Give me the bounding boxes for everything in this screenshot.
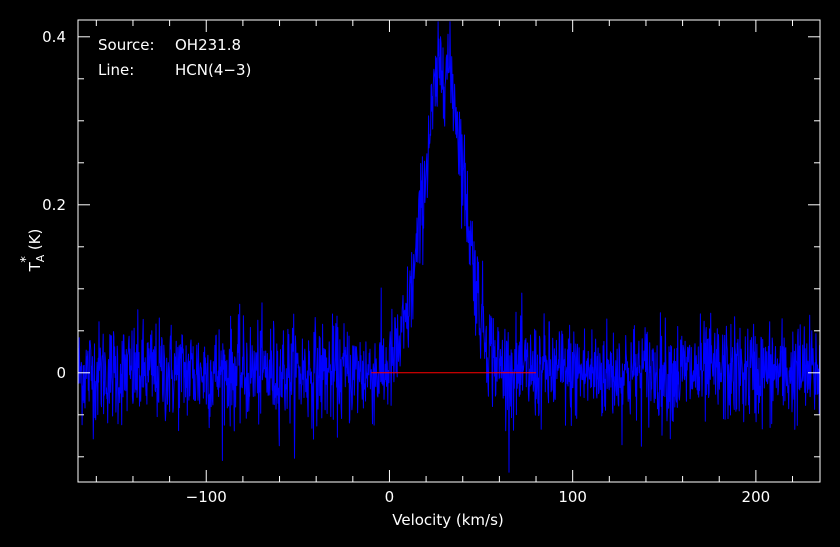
tick-marks — [78, 20, 820, 482]
source-value: OH231.8 — [175, 36, 241, 54]
source-label: Source: — [98, 36, 155, 54]
plot-frame — [77, 19, 821, 483]
x-axis-label: Velocity (km/s) — [392, 511, 503, 529]
y-axis-label-unit: (K) — [26, 229, 44, 251]
tick-labels: −100 0 100 200 0 0.2 0.4 — [42, 28, 770, 506]
y-tick-label: 0.2 — [42, 196, 66, 214]
line-label: Line: — [98, 61, 134, 79]
y-axis-label-sub: A — [34, 254, 47, 262]
y-axis-label-main: T — [26, 261, 44, 272]
y-tick-label: 0 — [56, 364, 66, 382]
y-axis-label-sup: * — [19, 256, 34, 263]
data-layer — [77, 21, 821, 473]
axes-frame — [77, 19, 821, 483]
x-tick-label: 100 — [558, 488, 587, 506]
x-tick-label: 0 — [385, 488, 395, 506]
y-tick-label: 0.4 — [42, 28, 66, 46]
spectrum-series-line — [77, 21, 821, 473]
x-tick-label: 200 — [742, 488, 771, 506]
y-axis-label: TA* (K) — [19, 229, 47, 273]
line-value: HCN(4−3) — [175, 61, 251, 79]
x-tick-label: −100 — [186, 488, 227, 506]
svg-text:TA*(K): TA* (K) — [19, 229, 47, 273]
